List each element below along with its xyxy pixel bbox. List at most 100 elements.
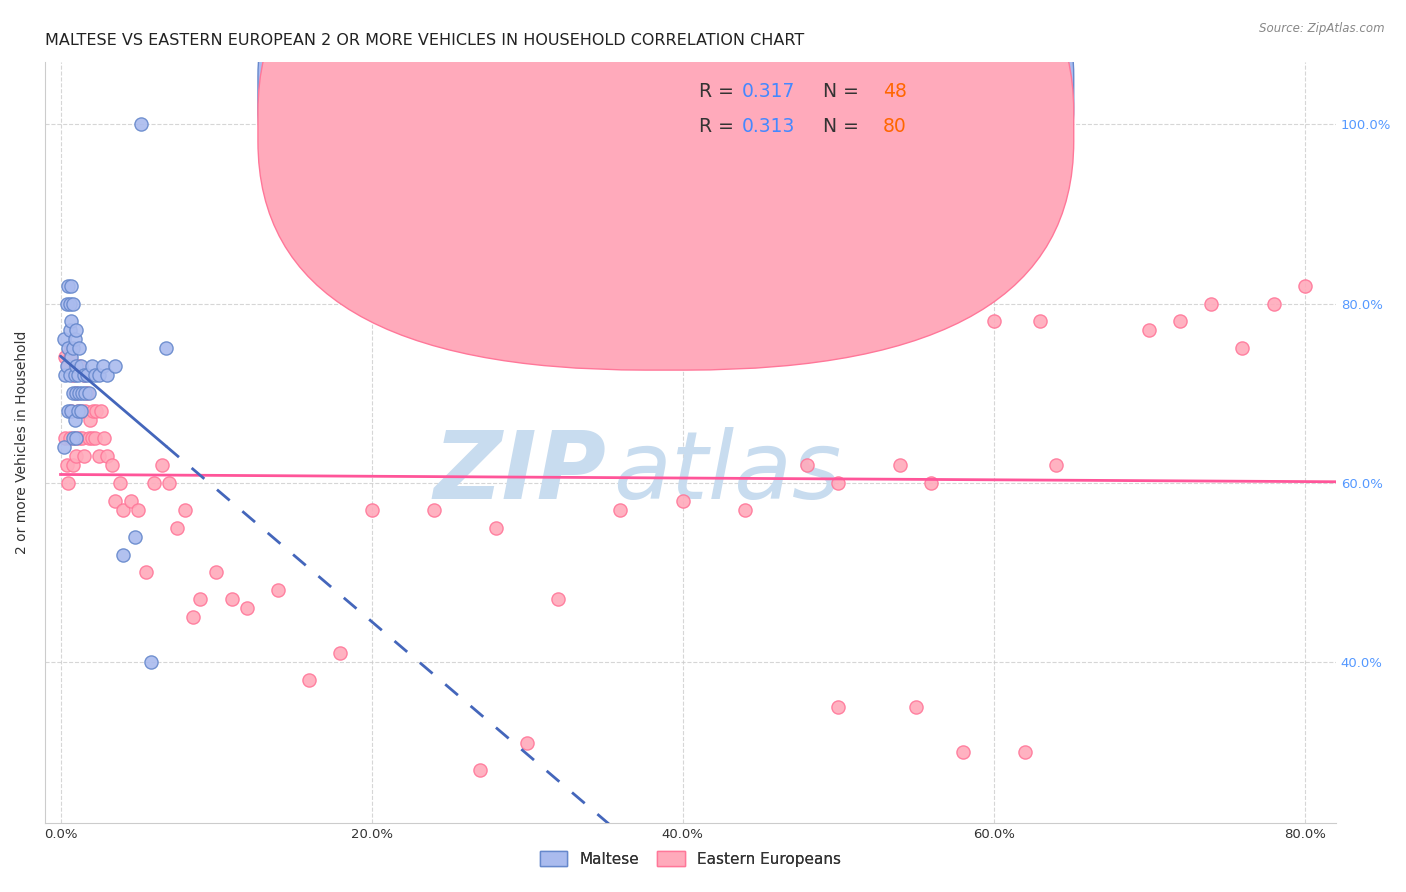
Point <box>73 368 96 383</box>
Point <box>205 566 228 580</box>
Point <box>267 583 290 598</box>
Point <box>983 314 1005 328</box>
Point <box>952 745 974 759</box>
Point <box>1201 296 1223 310</box>
Text: N =: N = <box>806 82 865 102</box>
Point <box>73 368 96 383</box>
Point <box>127 502 149 516</box>
FancyBboxPatch shape <box>257 0 1074 370</box>
Point <box>62 296 84 310</box>
Point <box>62 386 84 401</box>
Point <box>65 359 87 374</box>
Point <box>65 386 87 401</box>
Point <box>90 404 112 418</box>
Point <box>91 359 114 374</box>
Point <box>52 440 75 454</box>
Point <box>221 592 243 607</box>
Text: R =: R = <box>699 82 741 102</box>
Point <box>72 386 94 401</box>
Point <box>142 475 165 490</box>
Point <box>60 314 83 328</box>
Point <box>67 386 90 401</box>
Point <box>72 431 94 445</box>
Point <box>58 278 80 293</box>
Point <box>174 502 197 516</box>
Point <box>60 278 83 293</box>
Point <box>547 592 569 607</box>
Point <box>63 359 86 374</box>
Point <box>66 404 89 418</box>
Point <box>104 493 127 508</box>
Point <box>827 475 849 490</box>
Text: R =: R = <box>699 117 741 136</box>
Text: 48: 48 <box>883 82 907 102</box>
Point <box>75 404 97 418</box>
Point <box>58 475 80 490</box>
Point <box>69 359 91 374</box>
Point <box>65 323 87 337</box>
Point <box>360 502 382 516</box>
Point <box>470 763 492 777</box>
Point <box>67 342 90 356</box>
Point <box>60 404 83 418</box>
Point <box>124 530 146 544</box>
Text: 80: 80 <box>883 117 907 136</box>
Point <box>63 332 86 346</box>
Point <box>904 700 927 714</box>
Point <box>66 404 89 418</box>
Point <box>920 475 942 490</box>
Point <box>52 332 75 346</box>
Point <box>80 359 103 374</box>
Point <box>55 458 77 472</box>
FancyBboxPatch shape <box>257 0 1074 335</box>
Point <box>101 458 124 472</box>
Point <box>516 736 538 750</box>
Text: 0.313: 0.313 <box>742 117 796 136</box>
Point <box>96 449 118 463</box>
Point <box>66 368 89 383</box>
Point <box>93 431 115 445</box>
Point <box>131 117 153 131</box>
Point <box>1294 278 1316 293</box>
Point <box>423 502 446 516</box>
Point <box>111 502 134 516</box>
Point <box>60 404 83 418</box>
Point <box>62 458 84 472</box>
Point <box>55 359 77 374</box>
Point <box>62 368 84 383</box>
Point <box>77 431 100 445</box>
Point <box>65 449 87 463</box>
Text: 0.317: 0.317 <box>742 82 796 102</box>
Point <box>108 475 131 490</box>
Point <box>83 368 105 383</box>
Point <box>82 404 104 418</box>
Point <box>62 342 84 356</box>
Point <box>734 502 756 516</box>
Point <box>63 368 86 383</box>
Point <box>63 431 86 445</box>
Point <box>58 342 80 356</box>
Point <box>89 449 111 463</box>
Point <box>329 646 352 660</box>
Point <box>53 431 76 445</box>
Point <box>65 386 87 401</box>
Point <box>111 548 134 562</box>
Point <box>1137 323 1160 337</box>
Text: atlas: atlas <box>613 427 841 518</box>
Point <box>53 351 76 365</box>
Point <box>166 521 188 535</box>
Point <box>59 431 82 445</box>
Point <box>485 521 508 535</box>
Point <box>96 368 118 383</box>
Point <box>139 655 162 669</box>
Point <box>59 368 82 383</box>
Point <box>73 449 96 463</box>
Text: ZIP: ZIP <box>433 427 606 519</box>
Point <box>69 404 91 418</box>
Point <box>181 610 204 624</box>
Point <box>83 431 105 445</box>
Bar <box>633 69 994 161</box>
Point <box>1045 458 1067 472</box>
Point <box>1014 745 1036 759</box>
Point <box>53 368 76 383</box>
